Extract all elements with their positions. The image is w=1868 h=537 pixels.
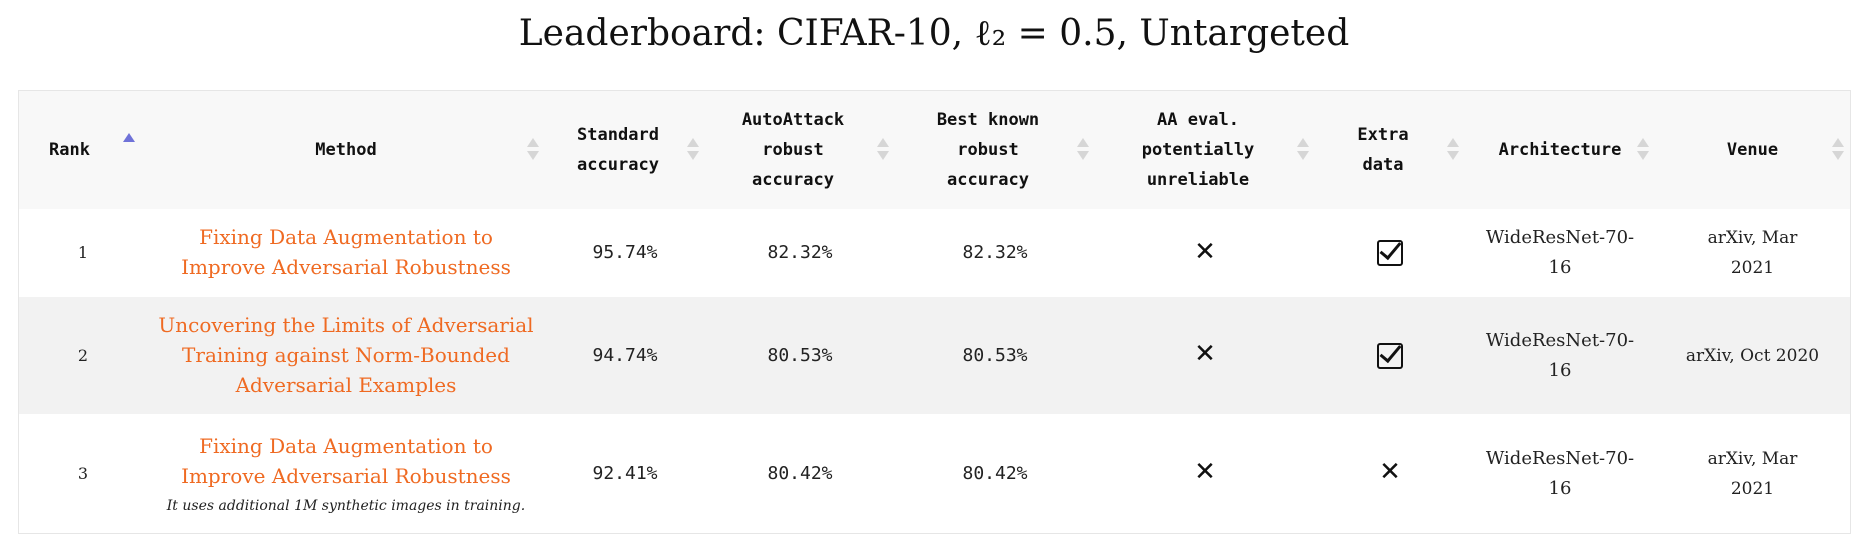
aa-unreliable-cell: ✕ [1095,297,1315,414]
column-label: Method [315,140,377,160]
column-header-aa-eval-unreliable[interactable]: AA eval. potentially unreliable [1095,91,1315,209]
method-link[interactable]: Fixing Data Augmentation to Improve Adve… [181,431,511,491]
table-header-row: Rank Method Standard accuracy AutoAttack… [19,91,1850,209]
architecture-cell: WideResNet-70-16 [1465,414,1655,533]
column-label: AA eval. potentially unreliable [1141,110,1255,190]
method-cell: Uncovering the Limits of Adversarial Tra… [147,297,545,414]
sort-icon[interactable] [1447,138,1459,162]
standard-accuracy-cell: 94.74% [545,297,705,414]
extra-data-cell [1315,209,1465,297]
table-row: 1 Fixing Data Augmentation to Improve Ad… [19,209,1850,297]
architecture-cell: WideResNet-70-16 [1465,297,1655,414]
column-label: Best known robust accuracy [936,110,1040,190]
column-label: Standard accuracy [577,125,659,175]
sort-icon[interactable] [1297,138,1309,162]
extra-data-cell: ✕ [1315,414,1465,533]
method-link-line: Uncovering the Limits of Adversarial [158,312,534,337]
sort-ascending-icon[interactable] [123,133,135,145]
column-header-autoattack-robust-accuracy[interactable]: AutoAttack robust accuracy [705,91,895,209]
column-label: AutoAttack robust accuracy [741,110,845,190]
column-label: Extra data [1357,125,1409,175]
venue-cell: arXiv, Oct 2020 [1655,297,1850,414]
rank-cell: 2 [19,297,147,414]
sort-icon[interactable] [1832,138,1844,162]
sort-icon[interactable] [1637,138,1649,162]
column-header-method[interactable]: Method [147,91,545,209]
venue-line: 2021 [1730,478,1775,499]
method-note: It uses additional 1M synthetic images i… [166,497,526,514]
table-row: 2 Uncovering the Limits of Adversarial T… [19,297,1850,414]
aa-unreliable-cell: ✕ [1095,209,1315,297]
column-header-best-known-robust-accuracy[interactable]: Best known robust accuracy [895,91,1095,209]
venue-line: arXiv, Mar [1707,228,1798,248]
column-label: Venue [1726,140,1779,160]
venue-line: arXiv, Oct 2020 [1685,345,1820,366]
method-link-line: Adversarial Examples [235,372,457,397]
leaderboard-table: Rank Method Standard accuracy AutoAttack… [18,90,1851,534]
venue-cell: arXiv, Mar 2021 [1655,414,1850,533]
column-label: Rank [49,140,90,160]
sort-icon[interactable] [527,138,539,162]
method-cell: Fixing Data Augmentation to Improve Adve… [147,414,545,533]
x-mark-icon: ✕ [1194,339,1216,369]
rank-cell: 1 [19,209,147,297]
checked-box-icon [1377,342,1403,369]
method-link-line: Training against Norm-Bounded [182,342,510,367]
column-header-rank[interactable]: Rank [19,91,147,209]
aa-unreliable-cell: ✕ [1095,414,1315,533]
method-cell: Fixing Data Augmentation to Improve Adve… [147,209,545,297]
column-header-architecture[interactable]: Architecture [1465,91,1655,209]
venue-line: 2021 [1730,258,1775,278]
method-link-line: Improve Adversarial Robustness [181,255,511,279]
method-link[interactable]: Fixing Data Augmentation to Improve Adve… [181,222,511,282]
method-link[interactable]: Uncovering the Limits of Adversarial Tra… [158,310,533,400]
rank-cell: 3 [19,414,147,533]
autoattack-accuracy-cell: 80.53% [705,297,895,414]
standard-accuracy-cell: 92.41% [545,414,705,533]
checked-box-icon [1377,240,1403,266]
column-header-standard-accuracy[interactable]: Standard accuracy [545,91,705,209]
standard-accuracy-cell: 95.74% [545,209,705,297]
best-known-accuracy-cell: 80.42% [895,414,1095,533]
sort-icon[interactable] [687,138,699,162]
autoattack-accuracy-cell: 80.42% [705,414,895,533]
sort-icon[interactable] [877,138,889,162]
method-link-line: Fixing Data Augmentation to [199,225,493,249]
column-label: Architecture [1498,140,1622,160]
autoattack-accuracy-cell: 82.32% [705,209,895,297]
best-known-accuracy-cell: 80.53% [895,297,1095,414]
column-header-venue[interactable]: Venue [1655,91,1850,209]
architecture-cell: WideResNet-70-16 [1465,209,1655,297]
best-known-accuracy-cell: 82.32% [895,209,1095,297]
sort-icon[interactable] [1077,138,1089,162]
column-header-extra-data[interactable]: Extra data [1315,91,1465,209]
x-mark-icon: ✕ [1194,457,1216,487]
method-link-line: Improve Adversarial Robustness [181,463,511,488]
method-link-line: Fixing Data Augmentation to [199,433,493,458]
venue-cell: arXiv, Mar 2021 [1655,209,1850,297]
x-mark-icon: ✕ [1194,236,1216,267]
x-mark-icon: ✕ [1379,457,1401,487]
table-row: 3 Fixing Data Augmentation to Improve Ad… [19,414,1850,533]
venue-line: arXiv, Mar [1707,448,1798,469]
extra-data-cell [1315,297,1465,414]
page-title: Leaderboard: CIFAR-10, ℓ₂ = 0.5, Untarge… [518,13,1350,54]
